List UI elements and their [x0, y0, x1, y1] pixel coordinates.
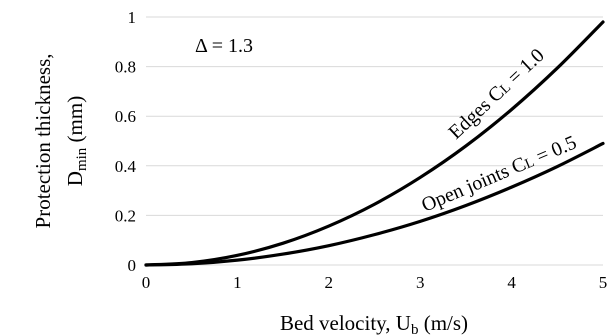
delta-annotation: Δ = 1.3	[195, 35, 253, 57]
x-tick-label: 4	[507, 273, 516, 292]
series-line-edges	[144, 20, 605, 267]
svg-text:Protection thickness,: Protection thickness,	[31, 54, 55, 229]
y-tick-labels: 0 0.2 0.4 0.6 0.8 1	[115, 8, 137, 275]
y-tick-label: 0.2	[115, 206, 136, 225]
x-tick-label: 0	[142, 273, 151, 292]
svg-text:Dmin (mm): Dmin (mm)	[63, 96, 90, 186]
gridlines	[146, 16, 603, 266]
x-tick-label: 2	[325, 273, 334, 292]
series-label-edges: Edges CL = 1.0	[444, 44, 548, 143]
y-tick-label: 1	[128, 8, 137, 27]
x-tick-label: 3	[416, 273, 425, 292]
series-label-open-joints: Open joints CL = 0.5	[418, 132, 579, 217]
y-tick-label: 0.4	[115, 157, 137, 176]
x-axis-title: Bed velocity, Ub (m/s)	[280, 311, 468, 336]
y-tick-label: 0.8	[115, 58, 136, 77]
y-tick-label: 0.6	[115, 107, 136, 126]
y-tick-label: 0	[128, 256, 137, 275]
curves	[144, 20, 605, 267]
x-tick-label: 5	[599, 273, 608, 292]
series-line-open-joints	[144, 141, 605, 267]
x-tick-labels: 0 1 2 3 4 5	[142, 273, 608, 292]
x-tick-label: 1	[233, 273, 242, 292]
y-axis-title: Protection thickness, Dmin (mm)	[31, 54, 90, 229]
